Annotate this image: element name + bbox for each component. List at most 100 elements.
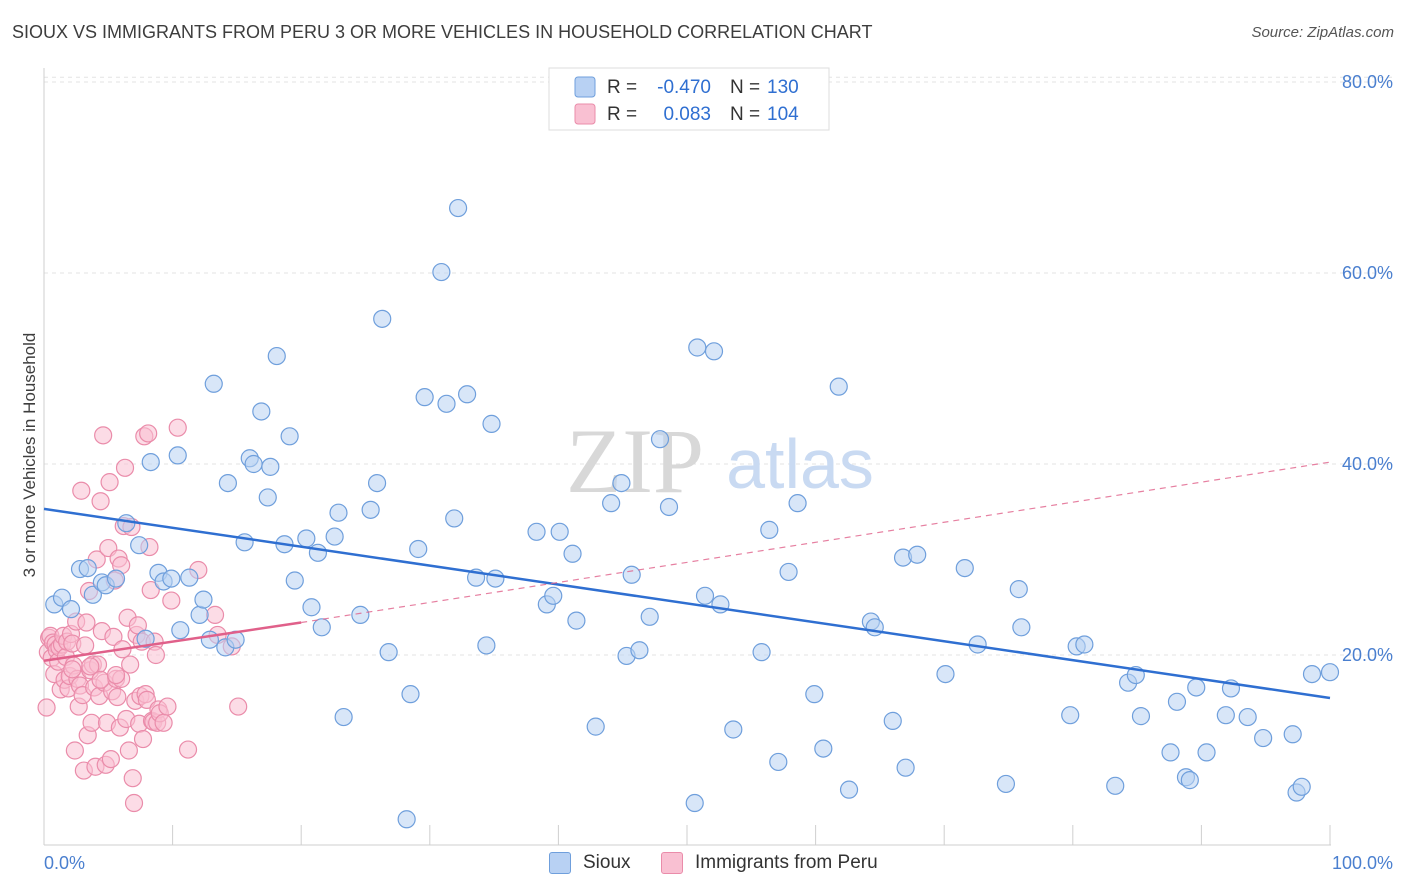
sioux-point: [805, 685, 824, 704]
sioux-point: [83, 585, 102, 604]
sioux-point: [171, 621, 190, 640]
sioux-point: [1012, 618, 1031, 637]
sioux-point: [168, 446, 187, 465]
sioux-point: [829, 377, 848, 396]
peru-point: [91, 670, 110, 689]
sioux-point: [1187, 678, 1206, 697]
watermark-atlas: atlas: [726, 425, 874, 503]
sioux-point: [373, 309, 392, 328]
sioux-point: [477, 636, 496, 655]
sioux-point: [204, 374, 223, 393]
sioux-point: [788, 494, 807, 513]
sioux-point: [955, 558, 974, 578]
peru-point: [65, 741, 84, 760]
peru-point: [76, 636, 95, 655]
sioux-point: [1161, 743, 1180, 762]
stats-legend-peru-n-label: N =: [730, 104, 760, 125]
trend-lines: [43, 461, 1331, 700]
series-legend: Sioux Immigrants from Peru: [0, 852, 1406, 878]
peru-point: [133, 729, 153, 749]
sioux-point: [200, 630, 219, 649]
sioux-point: [280, 427, 299, 446]
legend-item-sioux[interactable]: Sioux: [549, 852, 631, 874]
y-tick-label: 20.0%: [1342, 645, 1393, 665]
legend-label-sioux: Sioux: [583, 852, 631, 873]
series-sioux: [45, 198, 1340, 829]
peru-point: [94, 426, 113, 445]
sioux-trend-line: [43, 507, 1331, 700]
peru-point: [229, 697, 248, 716]
peru-point: [124, 793, 144, 813]
peru-point: [104, 627, 123, 646]
sioux-point: [78, 558, 97, 578]
sioux-point: [659, 497, 679, 517]
sioux-point: [252, 402, 271, 421]
sioux-point: [325, 527, 344, 546]
y-tick-label: 80.0%: [1342, 72, 1393, 92]
sioux-point: [482, 414, 501, 433]
stats-legend-peru-r-label: R =: [607, 104, 637, 125]
peru-point: [168, 418, 187, 437]
sioux-point: [285, 571, 304, 590]
sioux-point: [136, 629, 155, 648]
sioux-point: [567, 611, 586, 630]
sioux-point: [1180, 771, 1199, 790]
sioux-point: [261, 457, 280, 476]
sioux-point: [432, 262, 451, 282]
tick-labels: 20.0% 40.0% 60.0% 80.0% 0.0% 100.0%: [44, 72, 1393, 873]
sioux-point: [258, 488, 277, 507]
sioux-point: [936, 664, 955, 684]
sioux-point: [685, 793, 704, 813]
sioux-point: [1320, 663, 1340, 682]
sioux-point: [180, 568, 199, 587]
x-tick-label: 0.0%: [44, 853, 85, 873]
peru-point: [77, 613, 96, 632]
sioux-point: [351, 605, 370, 624]
sioux-point: [312, 618, 331, 637]
sioux-point: [630, 641, 649, 660]
sioux-point: [563, 544, 582, 563]
x-tick-label: 100.0%: [1332, 853, 1393, 873]
legend-item-peru[interactable]: Immigrants from Peru: [661, 852, 878, 874]
sioux-point: [688, 338, 707, 357]
sioux-point: [61, 600, 81, 619]
legend-label-peru: Immigrants from Peru: [695, 852, 878, 873]
sioux-point: [106, 569, 126, 588]
sioux-point: [367, 474, 387, 493]
sioux-point: [141, 452, 160, 472]
y-tick-label: 40.0%: [1342, 454, 1393, 474]
stats-legend-sioux-r-value: -0.470: [657, 77, 711, 98]
sioux-point: [1167, 692, 1187, 711]
sioux-point: [527, 522, 546, 541]
sioux-point: [437, 394, 456, 413]
peru-point: [72, 481, 91, 500]
stats-legend-peru-n-value: 104: [767, 104, 799, 125]
sioux-point: [486, 569, 505, 588]
sioux-point: [190, 605, 209, 624]
sioux-point: [650, 430, 670, 449]
sioux-point: [1216, 706, 1235, 725]
peru-point: [121, 655, 140, 674]
sioux-point: [640, 607, 659, 626]
stats-legend-sioux-n-label: N =: [730, 77, 760, 98]
peru-point: [139, 424, 158, 443]
peru-point: [115, 458, 135, 477]
sioux-point: [415, 388, 434, 407]
sioux-point: [1283, 725, 1302, 744]
sioux-point: [1238, 707, 1257, 727]
stats-legend-sioux-n-value: 130: [767, 77, 799, 98]
sioux-point: [996, 774, 1016, 794]
sioux-point: [194, 590, 213, 609]
sioux-point: [586, 717, 605, 736]
sioux-point: [267, 346, 286, 366]
sioux-point: [218, 474, 237, 493]
sioux-point: [908, 545, 927, 564]
peru-point: [63, 660, 82, 679]
stats-legend: R = -0.470 N = 130 R = 0.083 N = 104: [548, 67, 830, 131]
legend-swatch-sioux: [549, 852, 571, 874]
peru-point: [81, 657, 100, 676]
sioux-point: [612, 474, 631, 493]
sioux-point: [448, 198, 468, 218]
gridlines: [44, 76, 1392, 656]
